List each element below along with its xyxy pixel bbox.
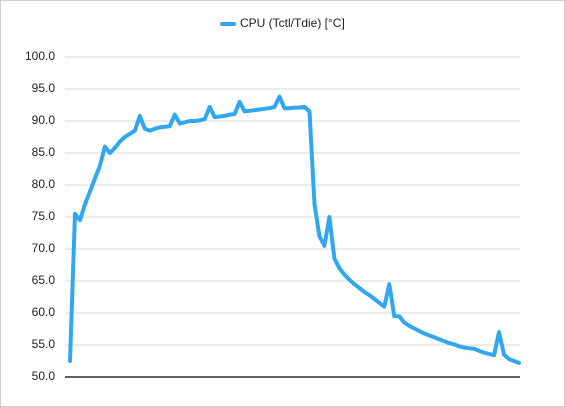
legend-label: CPU (Tctl/Tdie) [°C] (240, 16, 345, 30)
y-tick-label: 80.0 (32, 177, 56, 191)
y-tick-label: 65.0 (32, 273, 56, 287)
y-tick-label: 70.0 (32, 241, 56, 255)
y-tick-label: 90.0 (32, 113, 56, 127)
y-tick-label: 100.0 (25, 49, 55, 63)
y-tick-label: 55.0 (32, 337, 56, 351)
series-line (68, 94, 521, 365)
y-tick-label: 85.0 (32, 145, 56, 159)
y-tick-label: 95.0 (32, 81, 56, 95)
y-tick-label: 60.0 (32, 305, 56, 319)
y-tick-label: 50.0 (32, 369, 56, 383)
y-tick-label: 75.0 (32, 209, 56, 223)
